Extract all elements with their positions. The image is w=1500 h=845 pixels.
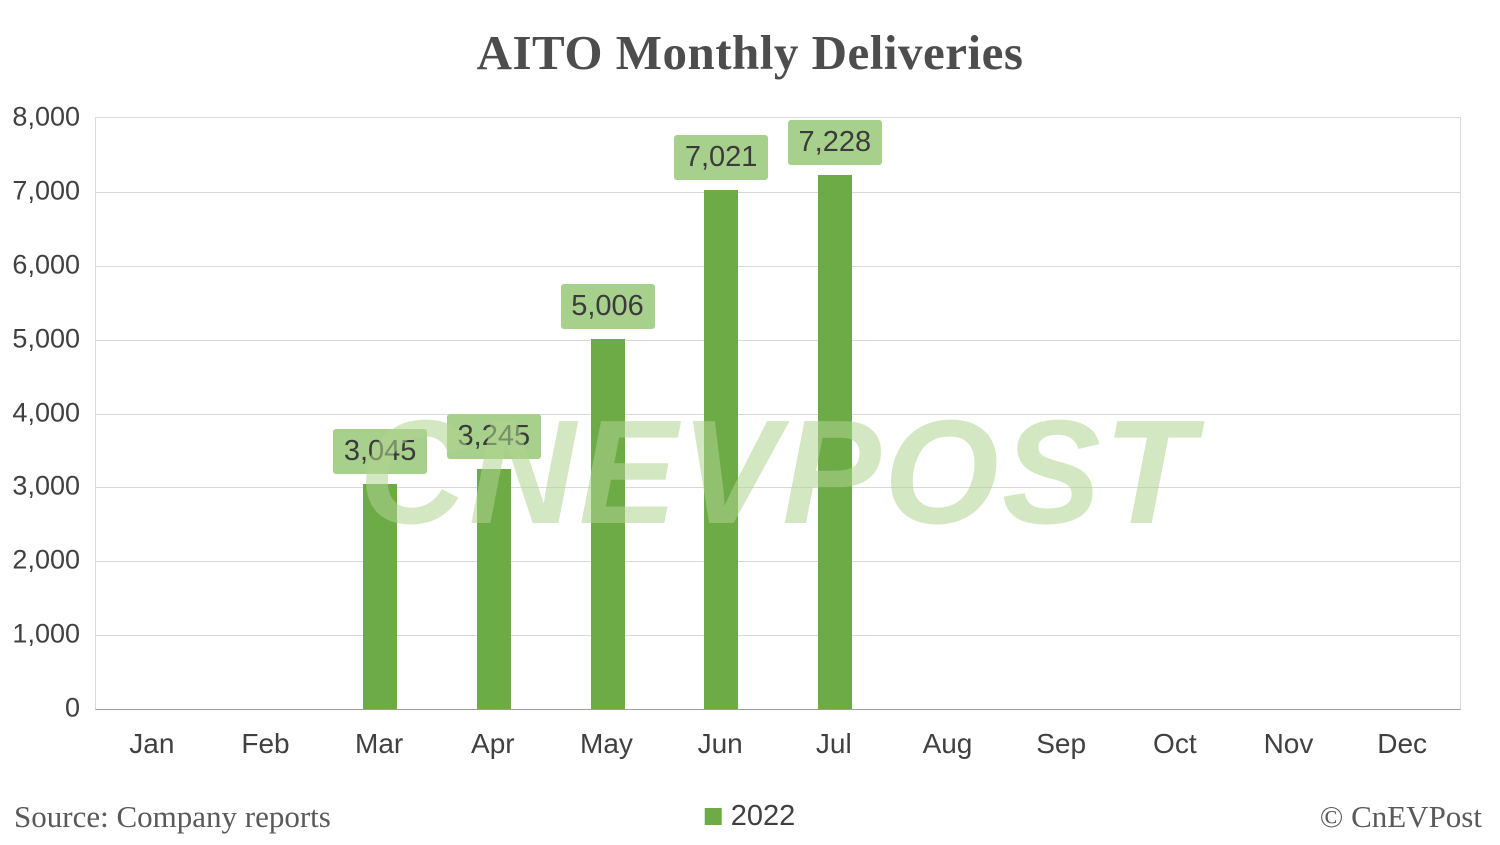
y-tick-label: 1,000 xyxy=(12,618,80,649)
x-axis-label: Oct xyxy=(1153,728,1197,759)
source-text: Source: Company reports xyxy=(14,799,331,834)
x-axis: Jan Feb Mar Apr May Jun Jul Aug Sep Oct Nov Dec xyxy=(95,728,1461,770)
x-axis-label: Mar xyxy=(355,728,404,759)
gridlines-layer xyxy=(96,118,1460,709)
y-tick-label: 6,000 xyxy=(12,249,80,280)
x-axis-label: Aug xyxy=(922,728,973,759)
bar-value-label: 3,245 xyxy=(446,414,541,460)
y-tick-label: 5,000 xyxy=(12,323,80,354)
y-tick-label: 4,000 xyxy=(12,397,80,427)
bar-value-label: 7,021 xyxy=(674,135,769,181)
x-axis-label: Jul xyxy=(815,728,852,759)
bar-jul xyxy=(817,175,852,709)
bar-mar xyxy=(363,484,398,709)
gridline xyxy=(96,191,1460,193)
gridline xyxy=(96,635,1460,637)
x-axis-label: Apr xyxy=(471,728,515,759)
chart-title: AITO Monthly Deliveries xyxy=(476,25,1024,80)
x-axis-label: Feb xyxy=(241,728,290,759)
y-tick-label: 3,000 xyxy=(12,470,80,501)
footer: Source: Company reports 2022 © CnEVPost xyxy=(0,787,1500,845)
bars-layer: 3,045 3,245 5,006 7,021 7,228 xyxy=(96,118,1460,709)
y-tick-label: 7,000 xyxy=(12,175,80,206)
x-axis-label: Nov xyxy=(1263,728,1314,759)
bar-may xyxy=(590,339,625,709)
bar-apr xyxy=(476,469,511,709)
gridline xyxy=(96,561,1460,563)
legend-swatch-icon xyxy=(704,808,722,825)
y-tick-label: 2,000 xyxy=(12,544,80,575)
legend: 2022 xyxy=(704,800,796,833)
x-axis-label: May xyxy=(580,728,633,759)
x-axis-label: Sep xyxy=(1036,728,1087,759)
x-axis-label: Jun xyxy=(697,728,743,759)
bar-value-label: 3,045 xyxy=(333,429,428,475)
bar-jun xyxy=(704,190,739,709)
copyright-text: © CnEVPost xyxy=(1319,799,1482,834)
y-tick-label: 0 xyxy=(64,692,80,723)
y-axis: 0 1,000 2,000 3,000 4,000 5,000 6,000 7,000 8,00… xyxy=(0,102,80,723)
y-tick-label: 8,000 xyxy=(12,101,80,132)
bar-value-label: 7,228 xyxy=(787,120,882,166)
gridline xyxy=(96,487,1460,489)
plot-area: 3,045 3,245 5,006 7,021 7,228 CNEVPOST xyxy=(95,117,1461,710)
x-axis-label: Dec xyxy=(1377,728,1428,759)
gridline xyxy=(96,339,1460,341)
x-axis-label: Jan xyxy=(129,728,175,759)
legend-label: 2022 xyxy=(730,800,796,832)
gridline xyxy=(96,413,1460,415)
bar-value-label: 5,006 xyxy=(560,284,655,330)
gridline xyxy=(96,265,1460,267)
